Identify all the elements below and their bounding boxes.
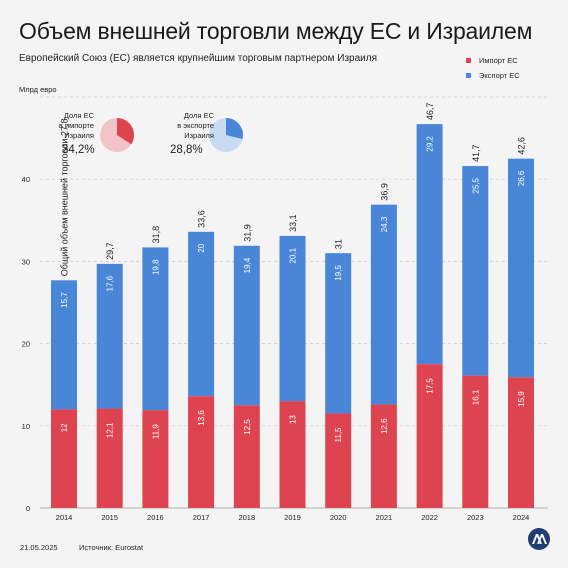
export-share-value: 28,8% xyxy=(170,144,203,156)
export-value-label: 17,6 xyxy=(106,275,115,291)
import-value-label: 12,6 xyxy=(380,418,389,434)
y-tick-label: 0 xyxy=(26,504,30,513)
bar-export xyxy=(462,166,489,376)
x-tick-label: 2018 xyxy=(238,513,255,522)
import-value-label: 17,5 xyxy=(426,378,435,394)
import-value-label: 12,5 xyxy=(243,419,252,435)
export-value-label: 25,5 xyxy=(471,178,480,194)
x-tick-label: 2017 xyxy=(193,513,210,522)
export-share-line-2: в экспорте xyxy=(177,121,214,130)
export-share-label: Доля ЕС в экспорте Израиля xyxy=(150,111,214,141)
legend-item-export: Экспорт ЕС xyxy=(466,68,520,83)
bar-import xyxy=(508,377,534,508)
export-share-line-3: Израиля xyxy=(184,131,214,140)
export-value-label: 15,7 xyxy=(60,292,69,308)
import-value-label: 16,1 xyxy=(471,389,480,405)
bar-import xyxy=(370,404,397,508)
export-value-label: 29,2 xyxy=(426,136,435,152)
legend-swatch-export xyxy=(466,73,471,78)
x-tick-label: 2021 xyxy=(376,513,393,522)
bar-import xyxy=(142,410,169,508)
import-share-pie-slice xyxy=(117,118,134,145)
total-value-label: Общий объем внешней торговли 27,8 xyxy=(60,119,70,277)
page-subtitle: Европейский Союз (ЕС) является крупнейши… xyxy=(19,53,378,64)
bar-export xyxy=(51,280,77,410)
x-tick-label: 2020 xyxy=(330,513,347,522)
publication-date: 21.05.2025 xyxy=(20,543,58,552)
x-tick-label: 2024 xyxy=(513,513,530,522)
bar-export xyxy=(508,158,534,378)
export-value-label: 19,5 xyxy=(334,265,343,281)
bar-export xyxy=(370,204,397,405)
legend-label-export: Экспорт ЕС xyxy=(479,71,520,80)
y-tick-label: 10 xyxy=(22,422,30,431)
export-value-label: 19,4 xyxy=(243,257,252,273)
total-value-label: 31,8 xyxy=(151,226,161,244)
bar-export xyxy=(96,263,123,409)
total-value-label: 41,7 xyxy=(471,145,481,163)
bar-export xyxy=(279,235,306,402)
x-tick-label: 2015 xyxy=(101,513,118,522)
bar-import xyxy=(188,396,215,508)
y-tick-label: 40 xyxy=(22,175,30,184)
y-tick-label: 20 xyxy=(22,340,30,349)
import-value-label: 12,1 xyxy=(106,422,115,438)
import-share-label: Доля ЕС в импорте Израиля xyxy=(40,111,94,141)
legend: Импорт ЕС Экспорт ЕС xyxy=(466,53,520,83)
x-tick-label: 2022 xyxy=(421,513,438,522)
import-share-line-3: Израиля xyxy=(64,131,94,140)
bar-import xyxy=(96,408,123,508)
total-value-label: 46,7 xyxy=(425,103,435,121)
legend-item-import: Импорт ЕС xyxy=(466,53,520,68)
export-value-label: 20,1 xyxy=(289,247,298,263)
bar-export xyxy=(233,245,260,406)
import-value-label: 13 xyxy=(289,415,298,424)
import-share-line-1: Доля ЕС xyxy=(63,111,94,120)
total-value-label: 33,1 xyxy=(288,214,298,232)
bar-import xyxy=(233,405,260,508)
bar-export xyxy=(188,231,215,397)
import-share-value: 34,2% xyxy=(62,144,95,156)
import-value-label: 12 xyxy=(60,423,69,432)
total-value-label: 31 xyxy=(334,239,344,249)
export-share-line-1: Доля ЕС xyxy=(183,111,214,120)
import-value-label: 15,9 xyxy=(517,391,526,407)
page-title: Объем внешней торговли между ЕС и Израил… xyxy=(19,18,533,44)
x-tick-label: 2019 xyxy=(284,513,301,522)
legend-swatch-import xyxy=(466,58,471,63)
bar-import xyxy=(325,413,352,508)
import-value-label: 11,5 xyxy=(334,427,343,443)
legend-label-import: Импорт ЕС xyxy=(479,56,518,65)
bar-import xyxy=(462,375,489,508)
export-value-label: 24,3 xyxy=(380,216,389,232)
y-axis-unit: Млрд евро xyxy=(19,85,57,94)
export-value-label: 19,8 xyxy=(151,259,160,275)
total-value-label: 36,9 xyxy=(379,183,389,201)
bar-import xyxy=(51,409,77,508)
total-value-label: 31,9 xyxy=(242,224,252,242)
aa-logo-icon xyxy=(528,528,550,550)
export-value-label: 26,6 xyxy=(517,170,526,186)
bar-export xyxy=(325,253,352,414)
y-tick-label: 30 xyxy=(22,257,30,266)
x-tick-label: 2016 xyxy=(147,513,164,522)
bar-import xyxy=(416,364,443,508)
total-value-label: 42,6 xyxy=(517,137,527,155)
bar-import xyxy=(279,401,306,508)
import-share-line-2: в импорте xyxy=(58,121,94,130)
total-value-label: 29,7 xyxy=(105,242,115,260)
bar-export xyxy=(142,247,169,411)
import-value-label: 11,9 xyxy=(151,424,160,440)
import-value-label: 13,6 xyxy=(197,410,206,426)
x-tick-label: 2014 xyxy=(56,513,73,522)
export-value-label: 20 xyxy=(197,243,206,252)
total-value-label: 33,6 xyxy=(197,210,207,228)
bar-export xyxy=(416,124,443,365)
x-tick-label: 2023 xyxy=(467,513,484,522)
export-share-pie-slice xyxy=(226,118,244,140)
data-source: Источник: Eurostat xyxy=(79,543,144,552)
